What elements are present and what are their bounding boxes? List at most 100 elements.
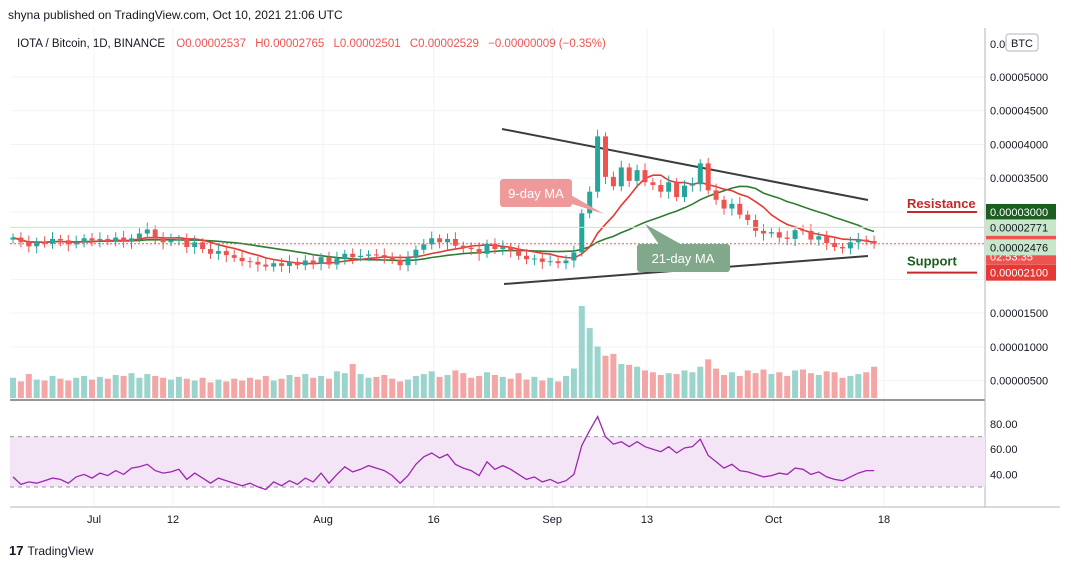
candle-body [89, 238, 95, 241]
price-tick-label: 0.00003500 [990, 173, 1048, 185]
volume-bar [515, 373, 522, 398]
candle [555, 257, 561, 269]
candle-body [223, 251, 229, 256]
volume-bar [120, 375, 127, 398]
candle-body [279, 263, 285, 266]
volume-bar [231, 378, 238, 398]
candle [784, 230, 790, 246]
open-label: O [176, 38, 185, 50]
candle-body [626, 167, 632, 181]
candle-body [452, 238, 458, 246]
candle-body [508, 247, 514, 251]
rsi-line [12, 414, 875, 491]
ma-9-line [12, 174, 875, 265]
volume-bar [262, 375, 269, 398]
candle [231, 249, 237, 262]
candle [200, 238, 206, 254]
volume-bar [239, 380, 246, 398]
candle [42, 236, 48, 248]
candle [603, 132, 608, 184]
candle [697, 159, 703, 192]
price-axis: 0.00005000 0.00004500 0.00004000 0.00003500… [986, 39, 1056, 388]
volume-bar [665, 373, 672, 398]
volume-bar [25, 374, 32, 398]
candle-body [634, 170, 640, 181]
rsi-tick-label: 60.00 [990, 444, 1018, 456]
volume-bar [823, 371, 830, 398]
volume-bar [183, 378, 190, 398]
candle [539, 253, 545, 269]
candle-body [318, 257, 324, 264]
ma21-callout-box [637, 244, 730, 272]
volume-bar [65, 380, 72, 398]
currency-badge-text: BTC [1011, 38, 1033, 50]
volume-bar [634, 366, 641, 398]
candle-body [650, 182, 656, 185]
volume-bar [792, 370, 799, 398]
candle [279, 257, 285, 272]
volume-bar [49, 375, 56, 398]
candle-body [697, 163, 703, 185]
volume-bar [531, 376, 538, 398]
volume-bar [373, 376, 380, 398]
candle-body [429, 238, 435, 245]
time-tick-label: 12 [167, 514, 179, 526]
footer-branding: 17 TradingView [9, 543, 94, 558]
legend-header: IOTA / Bitcoin, 1D, BINANCE O0.00002537 … [17, 38, 606, 50]
rsi-pane: 80.00 60.00 40.00 [10, 414, 1018, 491]
candle-body [10, 237, 16, 240]
candle [476, 242, 482, 261]
candle [302, 255, 308, 271]
currency-badge[interactable]: BTC [1005, 33, 1039, 52]
candle-body [113, 237, 119, 241]
candle-body [492, 243, 498, 250]
candle [563, 255, 569, 270]
candle [144, 222, 150, 239]
change-value: −0.00000009 (−0.35%) [488, 38, 606, 50]
volume-bar [152, 375, 159, 398]
candle [389, 252, 395, 264]
candle [65, 234, 71, 252]
volume-bar [341, 373, 348, 398]
candle-body [342, 253, 348, 259]
candle-body [144, 229, 150, 234]
volume-bar [705, 359, 712, 398]
candle [271, 259, 277, 272]
candle-body [176, 238, 182, 241]
volume-bar [728, 372, 735, 398]
volume-bar [807, 373, 814, 398]
resistance-label: Resistance [907, 196, 976, 211]
volume-bar [81, 375, 88, 398]
candle [792, 226, 798, 247]
candle [192, 235, 198, 255]
candle [753, 214, 759, 237]
candle [247, 257, 253, 268]
candle [129, 234, 134, 249]
volume-bar [112, 375, 119, 398]
candle-body [192, 242, 198, 248]
candle [97, 232, 103, 248]
candle [215, 244, 221, 260]
publish-line: shyna published on TradingView.com, Oct … [8, 8, 343, 22]
time-tick-label: Sep [542, 514, 562, 526]
candle-body [200, 242, 206, 250]
candle [26, 235, 32, 253]
volume-bar [800, 369, 806, 398]
candle [89, 232, 95, 247]
candle [397, 254, 403, 271]
candle-body [571, 252, 577, 261]
candle [318, 253, 324, 271]
volume-bar [649, 372, 656, 398]
candle-body [500, 247, 506, 250]
candle-body [160, 237, 166, 243]
volume-bar [17, 381, 24, 398]
candle-body [271, 263, 277, 267]
volume-bar [33, 379, 40, 398]
candle [381, 248, 387, 264]
volume-bars [10, 306, 878, 398]
candle-body [413, 249, 419, 258]
candle [705, 157, 711, 195]
ma9-callout-box [500, 179, 572, 207]
volume-bar [89, 379, 95, 398]
candle-body [824, 236, 830, 243]
